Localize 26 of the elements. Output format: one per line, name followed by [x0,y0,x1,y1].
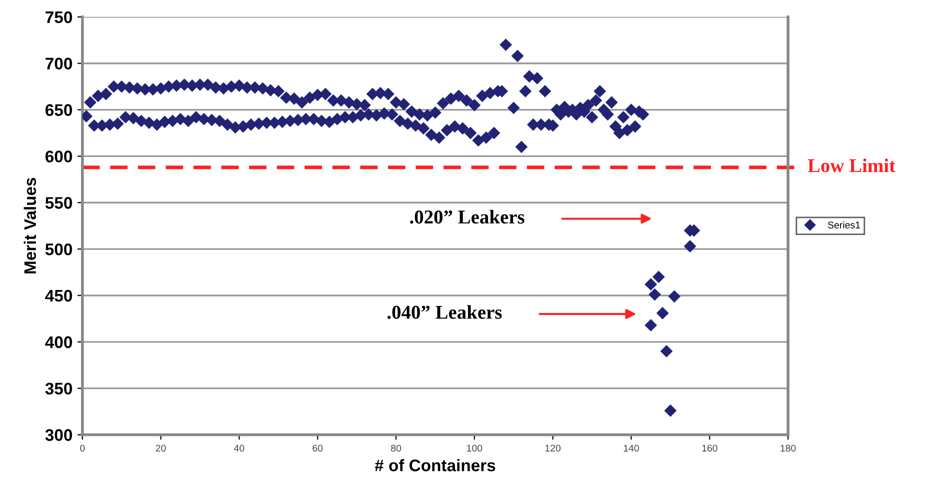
x-tick-label: 60 [312,444,323,452]
x-tick-label: 40 [234,444,244,452]
annotation: .020” Leakers [410,210,524,224]
y-tick-label: 500 [45,243,72,256]
y-tick-label: 450 [45,290,72,302]
y-axis-title: Merit Values [24,178,36,274]
x-tick-label: 100 [467,444,482,452]
ref-line-label: Low Limit [808,158,896,172]
x-tick-label: 140 [624,444,639,452]
y-tick-label: 650 [45,104,72,116]
legend-label: Series1 [828,221,860,228]
y-tick-label: 750 [46,11,72,24]
y-tick-label: 350 [45,382,72,395]
x-axis-title: # of Containers [374,459,496,472]
annotation: .040” Leakers [388,305,502,319]
x-tick-label: 120 [545,444,561,452]
x-tick-label: 80 [391,444,402,452]
y-tick-label: 400 [45,336,72,348]
x-tick-label: 20 [156,444,166,452]
y-tick-label: 300 [45,429,72,441]
x-tick-label: 0 [80,444,85,452]
y-tick-label: 550 [45,197,72,209]
y-tick-label: 700 [46,58,72,70]
y-tick-label: 600 [45,150,72,162]
x-tick-label: 160 [702,444,718,452]
x-tick-label: 180 [780,444,796,452]
